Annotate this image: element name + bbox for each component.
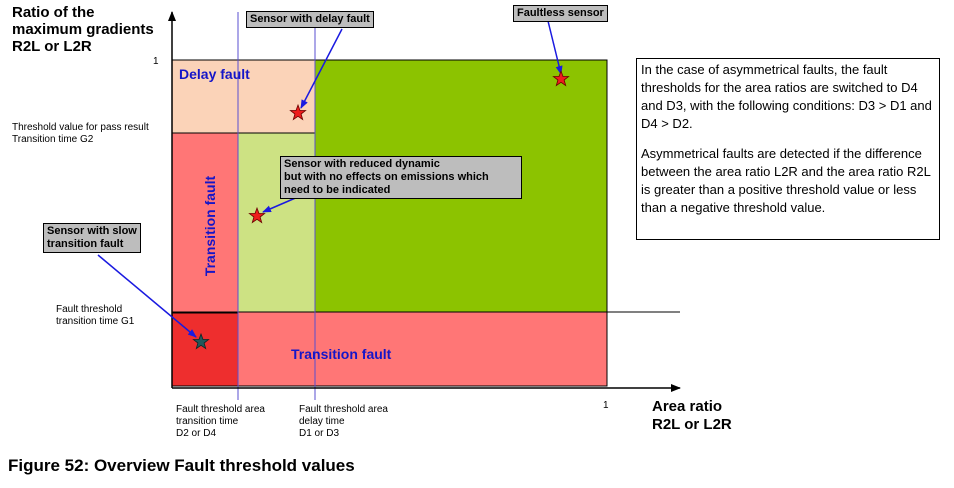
note-box: In the case of asymmetrical faults, the … — [636, 58, 940, 240]
region-delay-fault — [171, 59, 316, 134]
y-threshold-g1-label: Fault threshold transition time G1 — [56, 304, 134, 328]
x-threshold-d2d4-line-3: D2 or D4 — [176, 428, 217, 439]
y-threshold-g1-line-1: Fault threshold — [56, 304, 123, 315]
y-axis-one: 1 — [153, 56, 159, 67]
arrow-delay-sensor — [300, 28, 343, 109]
callout-faultless-sensor: Faultless sensor — [513, 5, 608, 22]
star-faultless-icon — [552, 69, 570, 87]
y-threshold-g1-line-2: transition time G1 — [56, 316, 135, 327]
x-axis-label: Area ratio R2L or L2R — [652, 398, 732, 434]
figure-caption: Figure 52: Overview Fault threshold valu… — [8, 456, 355, 475]
x-axis-label-line-2: R2L or L2R — [652, 416, 732, 433]
x-threshold-d1d3-line-1: Fault threshold area — [299, 404, 388, 415]
callout-slow-transition-line-1: Sensor with slow — [47, 225, 137, 237]
region-label-transition-vertical: Transition fault — [202, 175, 218, 277]
x-threshold-d2d4-label: Fault threshold area transition time D2 … — [176, 404, 265, 440]
arrow-slow-transition — [97, 254, 197, 338]
callout-slow-transition-line-2: transition fault — [47, 238, 124, 250]
x-axis-one: 1 — [603, 400, 609, 411]
y-axis-label-line-3: R2L or L2R — [12, 38, 92, 55]
x-axis-label-line-1: Area ratio — [652, 398, 723, 415]
arrow-faultless — [547, 20, 563, 75]
region-transition-horizontal — [237, 311, 608, 387]
callout-slow-transition: Sensor with slow transition fault — [43, 223, 141, 253]
region-slow-transition — [171, 312, 239, 387]
callout-reduced-dynamic-line-3: need to be indicated — [284, 184, 391, 196]
x-threshold-d1d3-line-3: D1 or D3 — [299, 428, 340, 439]
x-threshold-d2d4-line-2: transition time — [176, 416, 239, 427]
note-paragraph-1: In the case of asymmetrical faults, the … — [641, 62, 932, 131]
y-threshold-g2-line-1: Threshold value for pass result — [12, 122, 149, 133]
x-threshold-d2d4-line-1: Fault threshold area — [176, 404, 265, 415]
x-threshold-d1d3-label: Fault threshold area delay time D1 or D3 — [299, 404, 388, 440]
callout-reduced-dynamic: Sensor with reduced dynamic but with no … — [280, 156, 522, 199]
region-label-transition-horizontal: Transition fault — [291, 346, 392, 362]
star-delay-sensor-icon — [289, 103, 307, 121]
y-threshold-g2-label: Threshold value for pass result Transiti… — [12, 122, 149, 146]
note-paragraph-2: Asymmetrical faults are detected if the … — [641, 146, 931, 215]
x-threshold-d1d3-line-2: delay time — [299, 416, 345, 427]
y-axis-label: Ratio of the maximum gradients R2L or L2… — [12, 4, 172, 55]
y-axis-label-line-2: maximum gradients — [12, 21, 154, 38]
region-label-delay-fault: Delay fault — [179, 66, 250, 82]
y-threshold-g2-line-2: Transition time G2 — [12, 134, 94, 145]
callout-delay-sensor: Sensor with delay fault — [246, 11, 374, 28]
star-slow-transition-icon — [192, 332, 210, 350]
callout-reduced-dynamic-line-2: but with no effects on emissions which — [284, 171, 489, 183]
callout-reduced-dynamic-line-1: Sensor with reduced dynamic — [284, 158, 440, 170]
y-axis-label-line-1: Ratio of the — [12, 4, 95, 21]
star-reduced-dynamic-icon — [248, 206, 266, 224]
